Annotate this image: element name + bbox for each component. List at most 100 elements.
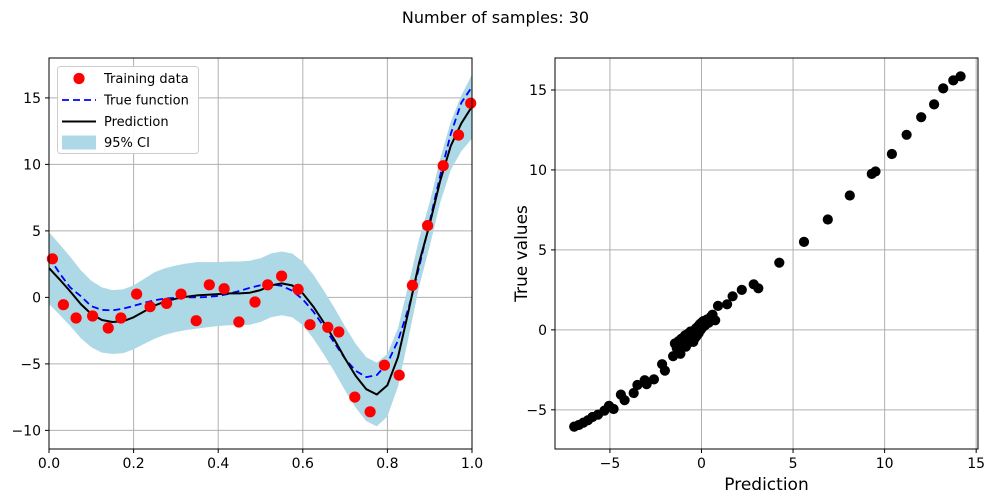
scatter-point — [648, 374, 660, 385]
x-tick-label: 0.6 — [292, 456, 314, 472]
legend: Training data True function Prediction 95% … — [57, 66, 199, 154]
x-tick-label: 0.4 — [207, 456, 229, 472]
training-point — [465, 97, 477, 109]
training-point — [57, 299, 69, 311]
training-point — [102, 322, 114, 334]
x-tick-label: 10 — [876, 456, 894, 472]
training-point — [218, 283, 230, 295]
scatter-point — [798, 236, 810, 247]
training-point — [364, 406, 376, 418]
x-axis-label: Prediction — [724, 475, 808, 495]
tick-labels: −5 0 5 10 15 −5 0 5 10 15 — [526, 83, 985, 472]
legend-box — [57, 66, 199, 154]
y-tick-label: 10 — [23, 157, 41, 173]
y-tick-label: −5 — [526, 403, 547, 419]
y-tick-label: 15 — [23, 91, 41, 107]
training-point — [393, 369, 405, 381]
scatter-point — [901, 129, 912, 140]
pred-vs-true-plot: −5 0 5 10 15 −5 0 5 10 15 Prediction True values — [512, 57, 985, 495]
grid — [555, 58, 978, 449]
x-tick-label: 1.0 — [461, 456, 483, 472]
scatter-point — [659, 365, 671, 376]
scatter-point — [822, 214, 833, 225]
axes-spines — [48, 57, 473, 450]
scatter-point — [641, 379, 652, 390]
training-point — [333, 326, 345, 338]
true-function-curve — [49, 86, 472, 378]
y-tick-label: 5 — [538, 243, 547, 259]
training-point — [70, 312, 82, 324]
tick-labels: 0.0 0.2 0.4 0.6 0.8 1.0 −10 −5 0 5 10 15 — [11, 91, 483, 472]
tick-marks — [551, 89, 977, 453]
tick-marks — [45, 97, 473, 453]
training-points — [46, 97, 477, 418]
training-point — [422, 220, 434, 232]
gp-fit-plot: 0.0 0.2 0.4 0.6 0.8 1.0 −10 −5 0 5 10 15 Training da… — [11, 57, 483, 472]
scatter-point — [736, 284, 747, 295]
x-tick-label: 0 — [697, 456, 706, 472]
training-point — [161, 297, 173, 309]
y-tick-label: 0 — [538, 323, 547, 339]
training-point — [406, 279, 418, 291]
legend-entry-label: Prediction — [104, 115, 169, 130]
scatter-point — [938, 83, 949, 94]
y-tick-label: 10 — [529, 163, 547, 179]
y-tick-label: 0 — [32, 290, 41, 306]
scatter-point — [710, 315, 721, 326]
training-point — [452, 129, 465, 141]
scatter-point — [916, 112, 927, 123]
scatter-points — [569, 71, 966, 432]
scatter-point — [955, 71, 966, 82]
training-point — [87, 310, 99, 322]
training-point — [175, 288, 187, 300]
scatter-point — [628, 387, 639, 399]
training-point — [276, 270, 288, 282]
training-point — [131, 288, 143, 300]
legend-entry-label: Training data — [103, 72, 189, 87]
scatter-point — [929, 99, 940, 110]
scatter-point — [727, 291, 738, 302]
scatter-point — [632, 379, 643, 391]
scatter-point — [753, 283, 764, 294]
scatter-point — [608, 403, 619, 415]
scatter-point — [712, 300, 724, 311]
training-point — [437, 160, 449, 172]
training-point — [304, 319, 316, 331]
scatter-point — [774, 257, 785, 268]
x-tick-label: 15 — [967, 456, 985, 472]
legend-entry-label: True function — [103, 94, 189, 109]
y-tick-label: 5 — [32, 224, 41, 240]
figure-title: Number of samples: 30 — [401, 8, 590, 27]
scatter-point — [844, 190, 855, 201]
y-tick-label: −5 — [20, 357, 41, 373]
training-point — [203, 279, 215, 291]
x-tick-label: 0.2 — [122, 456, 144, 472]
training-point — [233, 316, 245, 328]
scatter-point — [722, 299, 733, 310]
training-point — [262, 279, 274, 291]
x-tick-label: −5 — [600, 456, 621, 472]
training-point — [144, 301, 156, 313]
scatter-point — [619, 395, 630, 406]
training-point — [249, 296, 261, 308]
legend-entry-label: 95% CI — [104, 136, 150, 151]
training-point — [190, 315, 202, 327]
training-point — [322, 321, 334, 333]
scatter-point — [886, 148, 898, 160]
y-axis-label: True values — [512, 205, 532, 303]
training-point — [46, 253, 59, 265]
legend-marker-dot — [73, 72, 85, 85]
training-point — [292, 283, 304, 295]
legend-marker-patch — [62, 135, 96, 150]
axes-spines — [554, 57, 979, 450]
confidence-band — [49, 74, 472, 427]
training-point — [115, 312, 127, 324]
x-tick-label: 5 — [789, 456, 798, 472]
x-tick-label: 0.8 — [376, 456, 398, 472]
y-tick-label: 15 — [529, 83, 547, 99]
training-point — [378, 359, 390, 371]
scatter-point — [870, 166, 881, 177]
x-tick-label: 0.0 — [38, 456, 60, 472]
